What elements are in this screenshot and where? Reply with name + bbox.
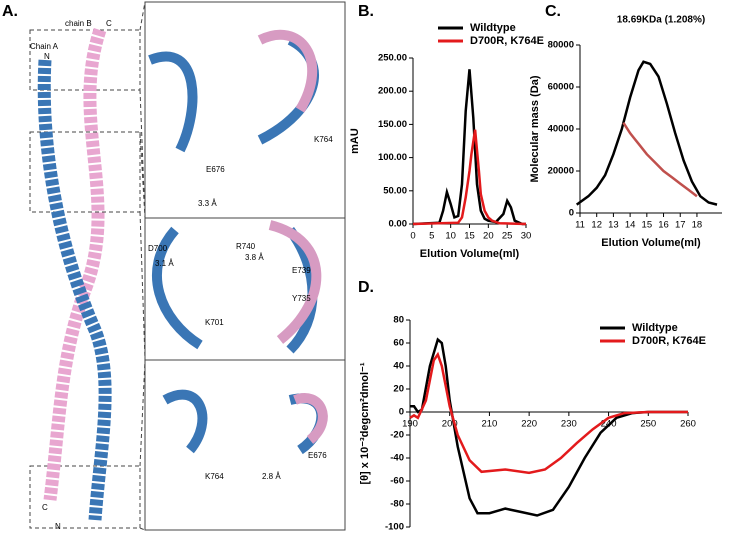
- helix-b: [43, 27, 107, 501]
- x-tick-label: 13: [608, 220, 619, 231]
- structure-label: 3.8 Å: [245, 253, 264, 262]
- legend-label: D700R, K764E: [632, 335, 706, 347]
- x-tick-label: 230: [561, 419, 577, 430]
- x-tick-label: 5: [429, 231, 434, 242]
- structure-label: R740: [236, 242, 256, 251]
- x-tick-label: 220: [521, 419, 537, 430]
- y-axis-label: Molecular mass (Da): [529, 75, 541, 182]
- structure-label: N: [44, 52, 50, 61]
- panel-label: B.: [358, 3, 374, 20]
- x-tick-label: 10: [445, 231, 456, 242]
- x-tick-label: 210: [481, 419, 497, 430]
- x-tick-label: 250: [640, 419, 656, 430]
- y-tick-label: 20: [393, 384, 404, 395]
- structure-label: C: [106, 19, 112, 28]
- y-axis-label: [θ] x 10⁻³degcm²dmol⁻¹: [359, 362, 371, 484]
- y-tick-label: 60000: [548, 82, 574, 93]
- structure-label: 3.3 Å: [198, 199, 217, 208]
- line: [575, 60, 718, 206]
- structure-label: E739: [292, 266, 311, 275]
- structure-label: C: [42, 503, 48, 512]
- x-tick-label: 11: [575, 220, 585, 231]
- y-axis-label: mAU: [349, 128, 361, 154]
- y-tick-label: 0.00: [389, 219, 408, 230]
- y-tick-label: 80: [393, 315, 404, 326]
- panel-label: A.: [2, 3, 18, 20]
- line: [622, 122, 698, 198]
- x-tick-label: 12: [591, 220, 602, 231]
- zoom-helix: [268, 220, 322, 344]
- region-box: [29, 131, 141, 213]
- y-tick-label: 80000: [548, 40, 574, 51]
- connector: [139, 1, 146, 531]
- zoom-helix: [257, 29, 318, 113]
- region-box: [29, 465, 141, 529]
- structure-label: chain B: [65, 19, 92, 28]
- structure-label: 3.1 Å: [155, 259, 174, 268]
- legend-label: Wildtype: [470, 22, 516, 34]
- x-tick-label: 15: [642, 220, 653, 231]
- y-tick-label: -80: [390, 499, 404, 510]
- x-tick-label: 25: [502, 231, 513, 242]
- structure-label: D700: [148, 244, 168, 253]
- structure-label: Y735: [292, 294, 311, 303]
- structure-label: E676: [308, 451, 327, 460]
- x-tick-label: 18: [692, 220, 703, 231]
- y-tick-label: 150.00: [378, 119, 407, 130]
- panel-a: A.: [2, 1, 346, 531]
- structure-label: N: [55, 522, 61, 531]
- y-tick-label: -40: [390, 453, 404, 464]
- line: [412, 129, 527, 226]
- annotation: 18.69KDa (1.208%): [617, 15, 705, 26]
- x-tick-label: 30: [521, 231, 532, 242]
- structure-label: K764: [205, 472, 224, 481]
- y-tick-label: 40000: [548, 124, 574, 135]
- panel-label: C.: [545, 3, 561, 20]
- y-tick-label: 20000: [548, 166, 574, 177]
- y-tick-label: 40: [393, 361, 404, 372]
- x-axis-label: Elution Volume(ml): [420, 248, 520, 260]
- structure-label: E676: [206, 165, 225, 174]
- panel-label: D.: [358, 279, 374, 296]
- x-axis-label: Elution Volume(ml): [601, 237, 701, 249]
- zoom-box: [144, 1, 346, 219]
- x-tick-label: 16: [658, 220, 669, 231]
- y-tick-label: 200.00: [378, 86, 407, 97]
- y-tick-label: 50.00: [383, 185, 407, 196]
- y-tick-label: 0: [399, 407, 404, 418]
- zoom-helix: [293, 393, 328, 444]
- y-tick-label: 250.00: [378, 53, 407, 64]
- structure-label: 2.8 Å: [262, 472, 281, 481]
- x-tick-label: 200: [442, 419, 458, 430]
- structure-label: Chain A: [30, 42, 59, 51]
- x-tick-label: 14: [625, 220, 636, 231]
- x-tick-label: 0: [410, 231, 415, 242]
- x-tick-label: 17: [675, 220, 686, 231]
- y-tick-label: 60: [393, 338, 404, 349]
- y-tick-label: -100: [385, 522, 404, 533]
- y-tick-label: -20: [390, 430, 404, 441]
- line: [410, 337, 688, 517]
- legend-label: D700R, K764E: [470, 35, 544, 47]
- x-tick-label: 15: [464, 231, 475, 242]
- x-axis-label: Wavelength, nm: [507, 547, 591, 548]
- legend-label: Wildtype: [632, 322, 678, 334]
- y-tick-label: 0: [569, 208, 574, 219]
- line: [412, 69, 526, 226]
- structure-label: K764: [314, 135, 333, 144]
- structure-label: K701: [205, 318, 224, 327]
- helix-a: [37, 59, 112, 521]
- y-tick-label: 100.00: [378, 152, 407, 163]
- line: [409, 351, 688, 475]
- x-tick-label: 260: [680, 419, 696, 430]
- y-tick-label: -60: [390, 476, 404, 487]
- x-tick-label: 20: [483, 231, 494, 242]
- zoom-box: [144, 359, 346, 531]
- x-tick-label: 190: [402, 419, 418, 430]
